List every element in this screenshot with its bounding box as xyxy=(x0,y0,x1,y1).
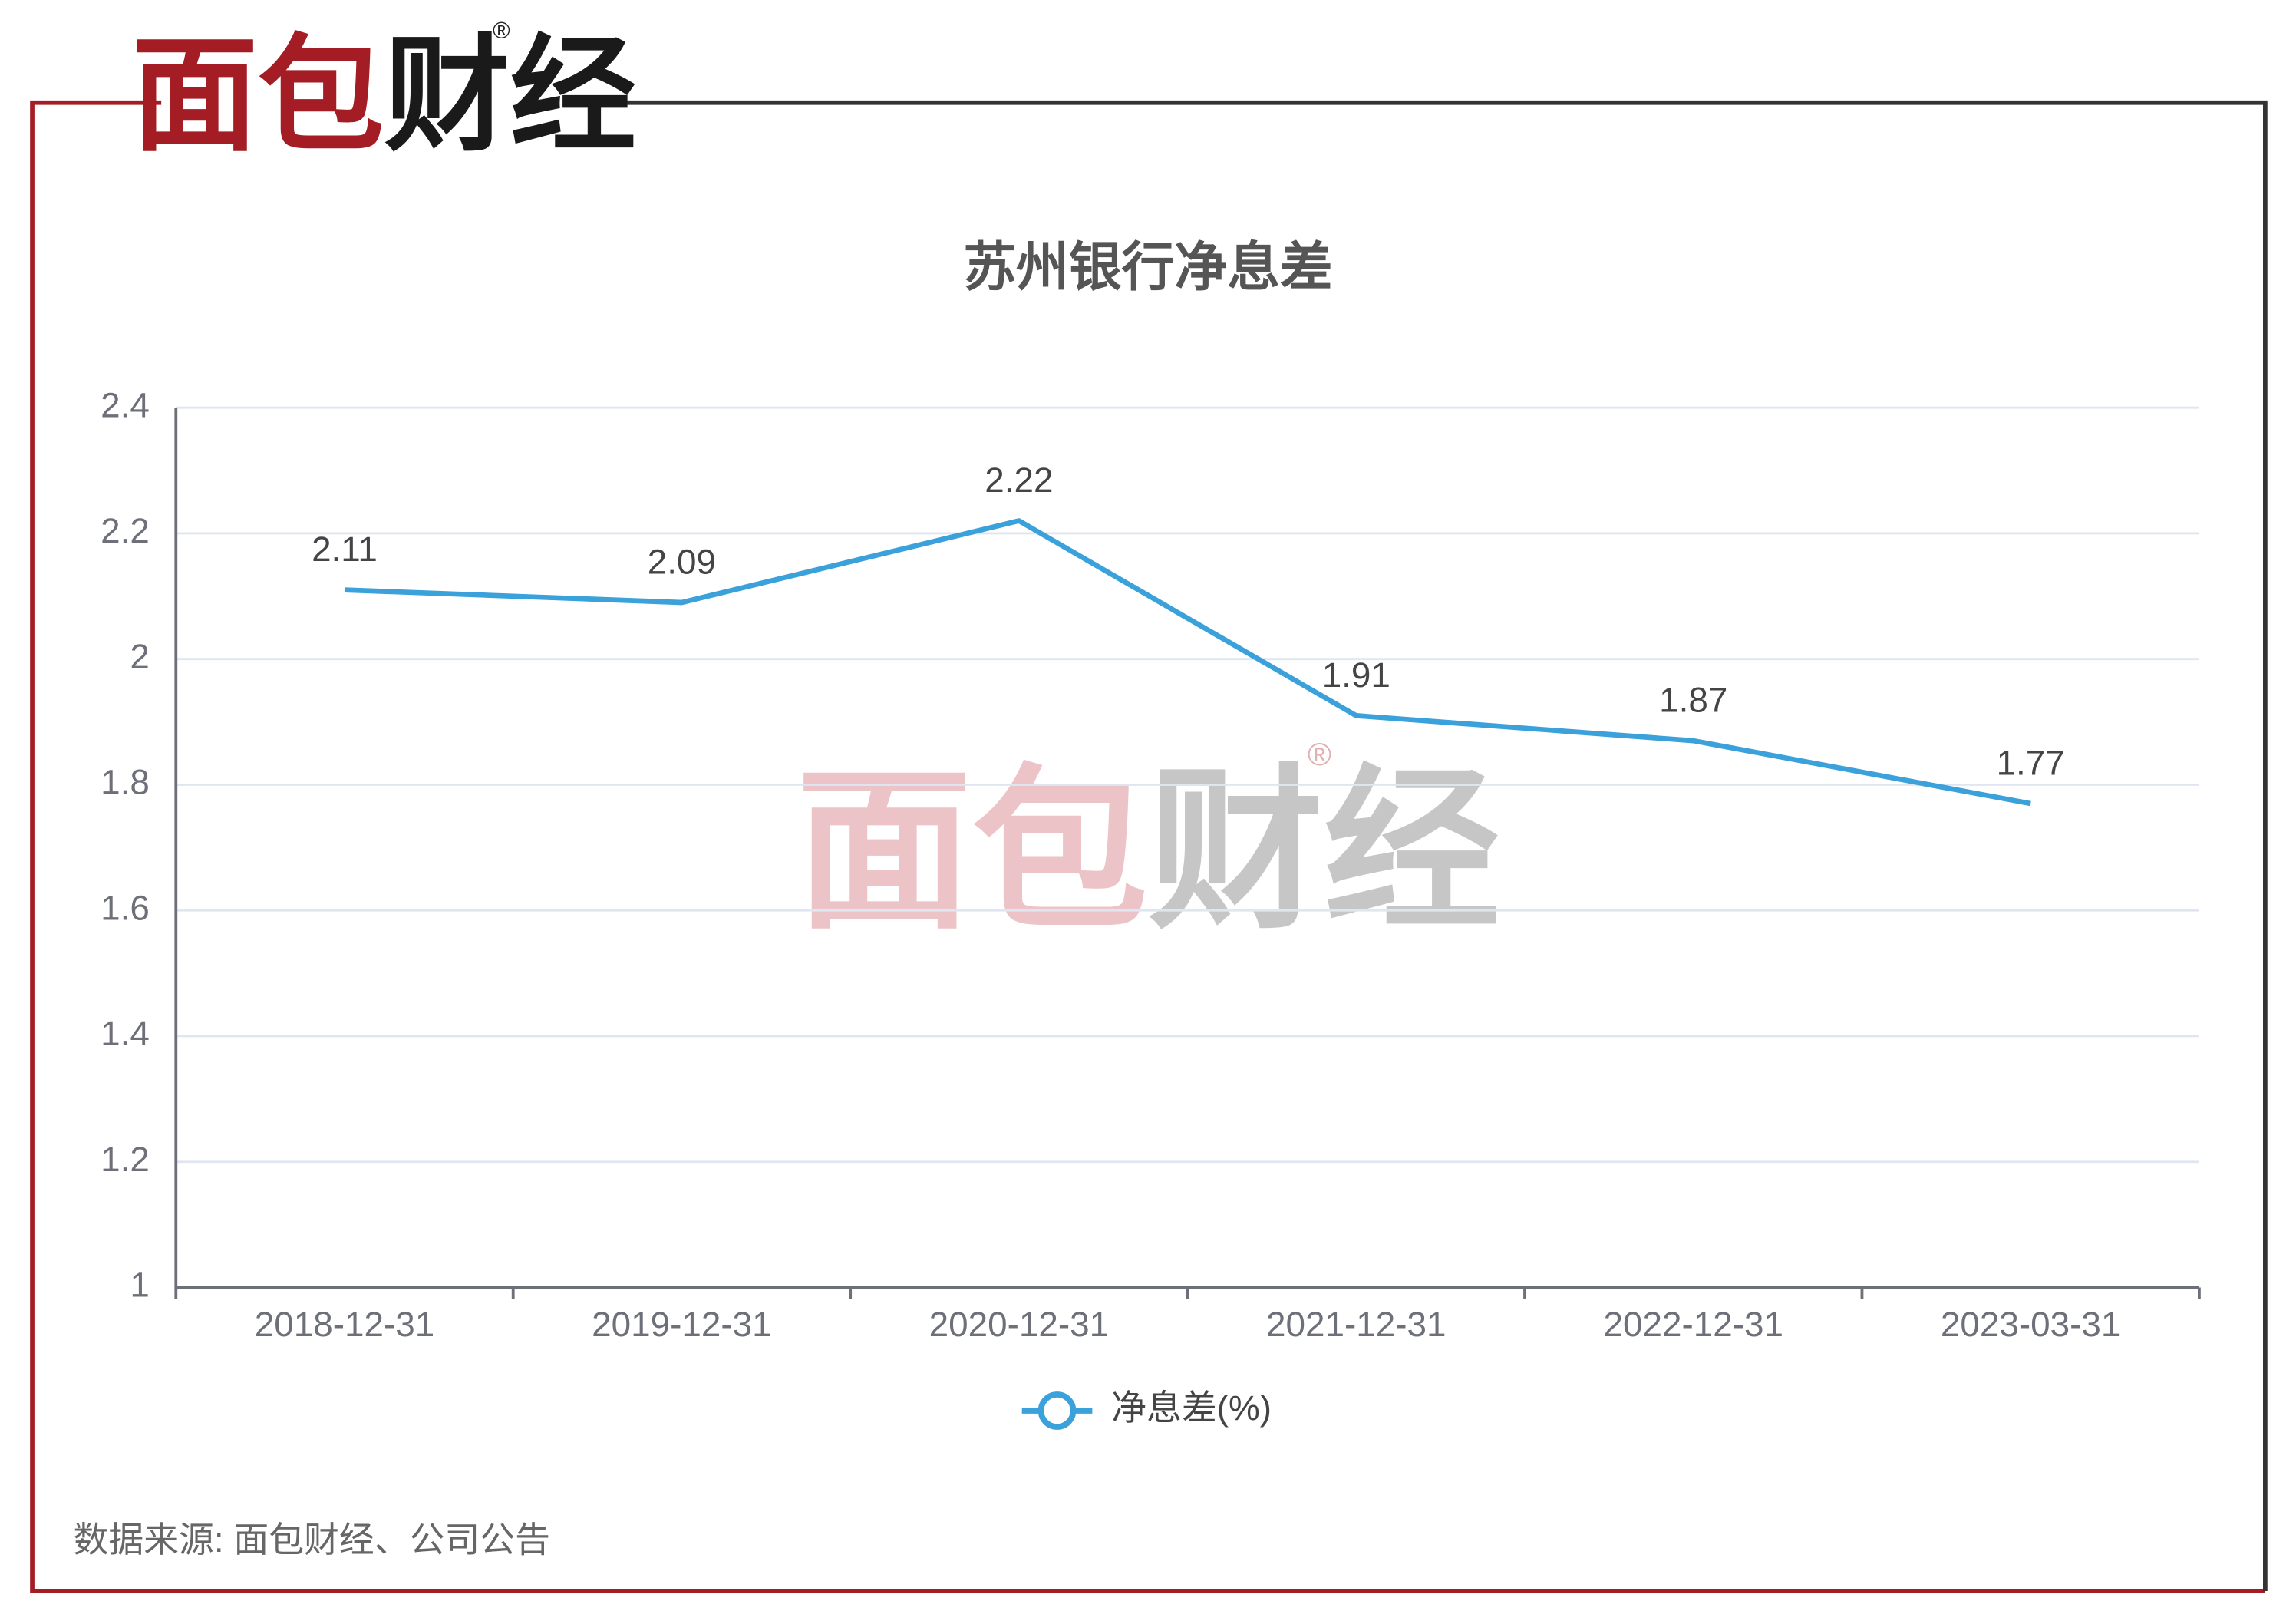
source-note: 数据来源: 面包财经、公司公告 xyxy=(74,1520,550,1560)
data-label: 1.91 xyxy=(1322,655,1390,695)
data-label: 1.77 xyxy=(1997,742,2065,782)
data-label: 2.11 xyxy=(312,529,378,569)
watermark-mark: ® xyxy=(1308,736,1331,772)
brand-logo: 面包财经 xyxy=(132,25,636,166)
y-tick-label: 1.6 xyxy=(101,887,150,927)
legend-label: 净息差(%) xyxy=(1111,1388,1272,1428)
x-tick-label: 2022-12-31 xyxy=(1603,1304,1783,1344)
data-label: 1.87 xyxy=(1659,680,1727,720)
y-tick-label: 2.4 xyxy=(101,385,150,424)
data-label: 2.22 xyxy=(985,460,1053,500)
x-tick-label: 2021-12-31 xyxy=(1266,1304,1447,1344)
y-tick-label: 1 xyxy=(130,1265,150,1305)
brand-mark: ® xyxy=(493,18,510,44)
watermark: 面包财经 xyxy=(796,752,1499,949)
y-tick-label: 2.2 xyxy=(101,510,150,550)
frame xyxy=(30,100,2268,1593)
x-tick-label: 2019-12-31 xyxy=(592,1304,772,1344)
data-label: 2.09 xyxy=(648,541,716,581)
x-tick-label: 2018-12-31 xyxy=(255,1304,435,1344)
x-tick-label: 2023-03-31 xyxy=(1941,1304,2121,1344)
data-line xyxy=(344,518,2031,807)
y-tick-label: 1.8 xyxy=(101,762,150,802)
chart-title: 苏州银行净息差 xyxy=(963,238,1332,297)
y-tick-label: 1.2 xyxy=(101,1139,150,1179)
y-tick-label: 1.4 xyxy=(101,1013,150,1053)
y-tick-label: 2 xyxy=(130,636,150,676)
legend-marker xyxy=(1037,1391,1077,1430)
x-tick-label: 2020-12-31 xyxy=(929,1304,1110,1344)
